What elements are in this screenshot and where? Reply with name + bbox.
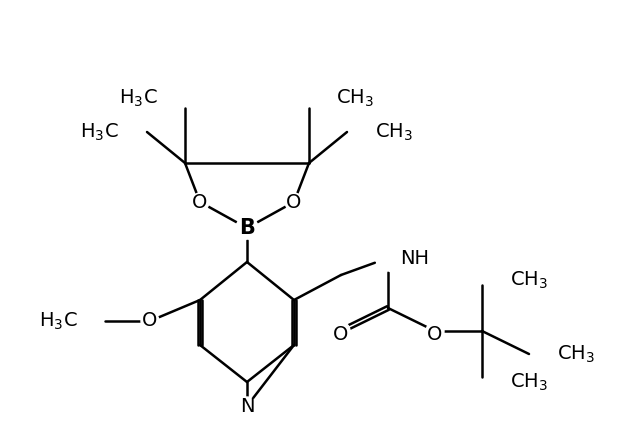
- Circle shape: [332, 322, 350, 340]
- Text: CH$_3$: CH$_3$: [557, 343, 595, 365]
- Text: N: N: [240, 397, 254, 415]
- Text: CH$_3$: CH$_3$: [510, 372, 548, 393]
- Text: O: O: [428, 326, 443, 345]
- Circle shape: [236, 217, 258, 239]
- Text: O: O: [333, 326, 349, 345]
- Circle shape: [141, 312, 159, 330]
- Text: O: O: [286, 193, 301, 211]
- Text: O: O: [192, 193, 208, 211]
- Text: O: O: [142, 312, 157, 331]
- Text: CH$_3$: CH$_3$: [336, 87, 374, 108]
- Circle shape: [285, 193, 303, 211]
- Text: NH: NH: [400, 249, 429, 267]
- Text: H$_3$C: H$_3$C: [119, 87, 158, 108]
- Text: H$_3$C: H$_3$C: [81, 122, 119, 143]
- Text: CH$_3$: CH$_3$: [510, 270, 548, 291]
- Circle shape: [191, 193, 209, 211]
- Circle shape: [380, 244, 408, 272]
- Text: CH$_3$: CH$_3$: [375, 122, 413, 143]
- Circle shape: [238, 397, 256, 415]
- Text: B: B: [239, 218, 255, 238]
- Circle shape: [426, 322, 444, 340]
- Text: H$_3$C: H$_3$C: [39, 310, 78, 332]
